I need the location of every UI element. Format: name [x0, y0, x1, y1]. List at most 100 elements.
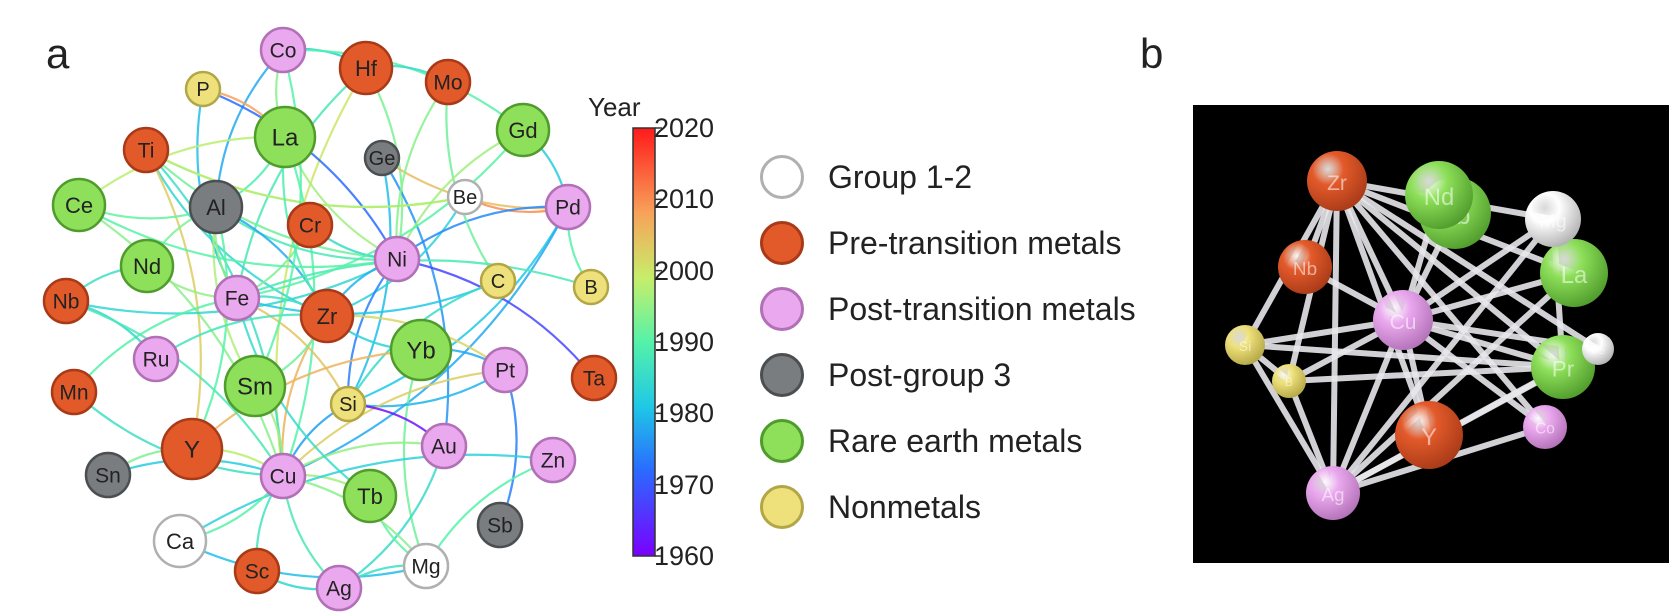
- 3d-stick: [1334, 179, 1548, 429]
- node-C: C: [479, 262, 517, 300]
- node-Au: Au: [420, 422, 468, 470]
- node-circle-Nb: [42, 277, 90, 325]
- node-label-Cu: Cu: [270, 466, 297, 489]
- node-label-Pt: Pt: [495, 360, 515, 383]
- node-Al: Al: [188, 179, 244, 235]
- 3d-stick: [1244, 342, 1564, 370]
- node-Sb: Sb: [476, 501, 524, 549]
- node-Fe: Fe: [213, 274, 261, 322]
- legend-label-rare: Rare earth metals: [828, 423, 1083, 459]
- node-Nd: Nd: [119, 238, 175, 294]
- node-label-Sn: Sn: [95, 465, 121, 488]
- node-circle-Tb: [342, 468, 398, 524]
- node-circle-La: [253, 105, 317, 169]
- edge-Pd-Cu: [282, 206, 569, 478]
- node-circle-Gd: [495, 102, 551, 158]
- node-B: B: [572, 268, 610, 306]
- node-circle-Mo: [424, 58, 472, 106]
- node-Pt: Pt: [481, 346, 529, 394]
- node-label-Mn: Mn: [59, 382, 88, 405]
- node-Y: Y: [160, 417, 224, 481]
- colorbar-tick-label-2010: 2010: [654, 184, 715, 215]
- render-sphere-Y: Y: [1395, 401, 1463, 469]
- render-sphere-Ag: Ag: [1306, 466, 1360, 520]
- render-sphere-label-Co: Co: [1535, 421, 1555, 438]
- edge-Ge-Au: [381, 157, 450, 447]
- node-Yb: Yb: [389, 318, 453, 382]
- node-label-Si: Si: [339, 394, 357, 416]
- legend-swatch-rare: [760, 419, 804, 463]
- nodes-layer: Co Hf Mo P Gd Ti La Ge Ce Al Cr Be Pd Nd Ni C B Nb Fe Zr Yb R…: [42, 26, 618, 612]
- legend-swatch-nonmetal: [760, 485, 804, 529]
- render-sphere-Be: Be: [1582, 333, 1614, 365]
- node-label-Ca: Ca: [166, 529, 195, 554]
- node-label-Ta: Ta: [583, 368, 606, 391]
- node-circle-Si: [329, 385, 367, 423]
- render-sphere-label-Nd: Nd: [1424, 184, 1454, 211]
- node-label-Gd: Gd: [508, 118, 537, 143]
- render-sphere-Mg: Mg: [1525, 191, 1581, 247]
- node-label-Ce: Ce: [65, 193, 93, 218]
- node-label-Zn: Zn: [541, 450, 566, 473]
- render-sphere-label-Mg: Mg: [1539, 210, 1566, 232]
- alloy-network-diagram: Co Hf Mo P Gd Ti La Ge Ce Al Cr Be Pd Nd Ni C B Nb Fe Zr Yb R…: [42, 26, 662, 612]
- node-label-Nd: Nd: [133, 254, 161, 279]
- edge-Pd-Si: [347, 206, 569, 406]
- node-Sn: Sn: [84, 451, 132, 499]
- render-sphere-label-Nb: Nb: [1293, 259, 1317, 280]
- node-Si: Si: [329, 385, 367, 423]
- node-label-Mo: Mo: [433, 72, 462, 95]
- edge-Fe-Mn: [73, 296, 238, 393]
- edge-Co-Gd: [282, 48, 524, 131]
- node-label-Be: Be: [453, 187, 477, 209]
- node-circle-Mg: [402, 542, 450, 590]
- node-label-Cr: Cr: [299, 215, 321, 238]
- node-Mg: Mg: [402, 542, 450, 590]
- edge-Ce-Ni: [78, 204, 398, 269]
- render-sphere-Nd: Nd: [1405, 161, 1473, 229]
- node-label-Sb: Sb: [487, 515, 513, 538]
- node-label-Tb: Tb: [357, 484, 383, 509]
- colorbar-tick-label-1970: 1970: [654, 469, 715, 500]
- 3d-stick: [1330, 318, 1406, 495]
- node-label-Mg: Mg: [411, 556, 440, 579]
- node-Nb: Nb: [42, 277, 90, 325]
- 3d-stick: [1335, 178, 1565, 370]
- colorbar-tick-label-1960: 1960: [654, 541, 715, 571]
- node-circle-Mn: [50, 368, 98, 416]
- node-label-Co: Co: [270, 40, 297, 63]
- render-sphere-B: B: [1272, 364, 1306, 398]
- render-sphere-Cu: Cu: [1373, 290, 1433, 350]
- node-Cu: Cu: [259, 452, 307, 500]
- node-circle-Ta: [570, 354, 618, 402]
- render-sphere-label-Pr: Pr: [1552, 357, 1575, 382]
- legend-label-pre: Pre-transition metals: [828, 225, 1122, 261]
- node-Zr: Zr: [299, 288, 355, 344]
- node-circle-Au: [420, 422, 468, 470]
- edge-Pt-Sb: [498, 369, 518, 526]
- edge-P-Ni: [202, 87, 398, 260]
- node-label-Ag: Ag: [326, 578, 352, 601]
- legend-swatch-pg3: [760, 353, 804, 397]
- node-circle-Zr: [299, 288, 355, 344]
- edge-Ti-Ni: [145, 149, 398, 261]
- node-circle-Sb: [476, 501, 524, 549]
- legend-label-post: Post-transition metals: [828, 291, 1136, 327]
- edge-Tb-Fe: [235, 297, 371, 497]
- node-circle-Ni: [373, 235, 421, 283]
- edge-Ce-Cu: [78, 204, 285, 477]
- node-circle-Hf: [338, 40, 394, 96]
- node-La: La: [253, 105, 317, 169]
- render-sphere-Nb: Nb: [1278, 240, 1332, 294]
- node-label-B: B: [584, 277, 597, 299]
- legend-label-nonmetal: Nonmetals: [828, 489, 981, 525]
- render-sphere-Pr: Pr: [1531, 335, 1595, 399]
- node-circle-Yb: [389, 318, 453, 382]
- 3d-stick: [1288, 364, 1564, 384]
- legend-swatch-pre: [760, 221, 804, 265]
- node-Be: Be: [446, 178, 484, 216]
- node-P: P: [184, 70, 222, 108]
- node-label-P: P: [196, 79, 209, 101]
- node-label-Y: Y: [184, 437, 200, 464]
- node-circle-Ca: [152, 513, 208, 569]
